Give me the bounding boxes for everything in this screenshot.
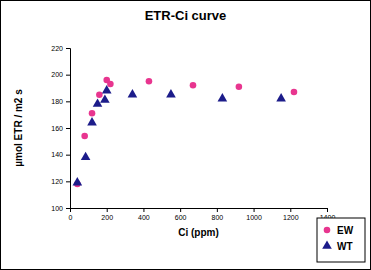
x-tick-label: 1200	[283, 214, 299, 221]
x-tick-mark	[327, 208, 328, 212]
y-tick-label: 220	[51, 45, 63, 52]
y-tick-mark	[66, 101, 70, 102]
y-tick-mark	[66, 128, 70, 129]
y-tick-mark	[66, 75, 70, 76]
y-tick-mark	[66, 181, 70, 182]
x-tick: 800	[212, 208, 224, 221]
point	[96, 91, 103, 98]
y-tick-mark	[66, 155, 70, 156]
point	[81, 133, 88, 140]
y-tick: 120	[51, 178, 70, 185]
x-tick-mark	[180, 208, 181, 212]
x-tick-mark	[107, 208, 108, 212]
x-tick-label: 800	[212, 214, 224, 221]
legend-marker	[322, 240, 332, 248]
y-axis-title: µmol ETR / m2 s	[13, 89, 24, 167]
plot: 0200400600800100012001400100120140160180…	[51, 45, 335, 221]
x-tick-label: 0	[69, 214, 73, 221]
point	[100, 94, 110, 102]
y-tick-label: 140	[51, 151, 63, 158]
y-tick: 180	[51, 98, 70, 105]
x-tick: 600	[175, 208, 187, 221]
point	[102, 85, 112, 93]
x-axis: 0200400600800100012001400	[69, 208, 336, 221]
y-axis-line	[66, 49, 71, 209]
legend-label: WT	[337, 241, 353, 252]
x-tick-mark	[254, 208, 255, 212]
x-tick-mark	[217, 208, 218, 212]
legend-box	[317, 218, 365, 262]
x-tick: 400	[138, 208, 150, 221]
y-tick-label: 120	[51, 178, 63, 185]
x-tick-label: 200	[101, 214, 113, 221]
x-tick: 0	[69, 208, 73, 221]
legend: EW WT	[317, 218, 365, 262]
x-tick-label: 1000	[246, 214, 262, 221]
point	[107, 81, 114, 88]
x-axis-title: Ci (ppm)	[178, 227, 219, 238]
point	[236, 83, 243, 90]
y-tick-label: 160	[51, 125, 63, 132]
point	[276, 93, 286, 101]
chart: 0200400600800100012001400100120140160180…	[0, 0, 371, 270]
legend-label: EW	[337, 225, 354, 236]
x-axis-line	[71, 209, 328, 213]
point	[146, 78, 153, 85]
x-tick-label: 600	[175, 214, 187, 221]
y-axis: 100 120 140 160 180 200 220	[51, 45, 70, 212]
y-tick-label: 200	[51, 71, 63, 78]
x-tick-label: 400	[138, 214, 150, 221]
x-tick-mark	[290, 208, 291, 212]
point	[89, 110, 96, 117]
y-tick: 160	[51, 125, 70, 132]
point	[166, 89, 176, 97]
y-tick: 200	[51, 71, 70, 78]
y-tick-mark	[66, 208, 70, 209]
point	[190, 82, 197, 89]
legend-marker	[324, 227, 331, 234]
y-tick-mark	[66, 48, 70, 49]
y-tick-label: 100	[51, 205, 63, 212]
x-tick: 1200	[283, 208, 299, 221]
points	[73, 77, 298, 188]
x-tick: 1000	[246, 208, 262, 221]
y-tick-label: 180	[51, 98, 63, 105]
point	[218, 93, 228, 101]
x-tick: 200	[101, 208, 113, 221]
point	[73, 177, 83, 185]
y-tick: 220	[51, 45, 70, 52]
y-tick: 140	[51, 151, 70, 158]
point	[128, 89, 138, 97]
chart-border	[1, 1, 371, 270]
x-tick-mark	[143, 208, 144, 212]
point	[81, 152, 91, 160]
y-tick: 100	[51, 205, 70, 212]
title: ETR-Ci curve	[145, 8, 227, 23]
point	[291, 89, 298, 96]
point	[87, 117, 97, 125]
